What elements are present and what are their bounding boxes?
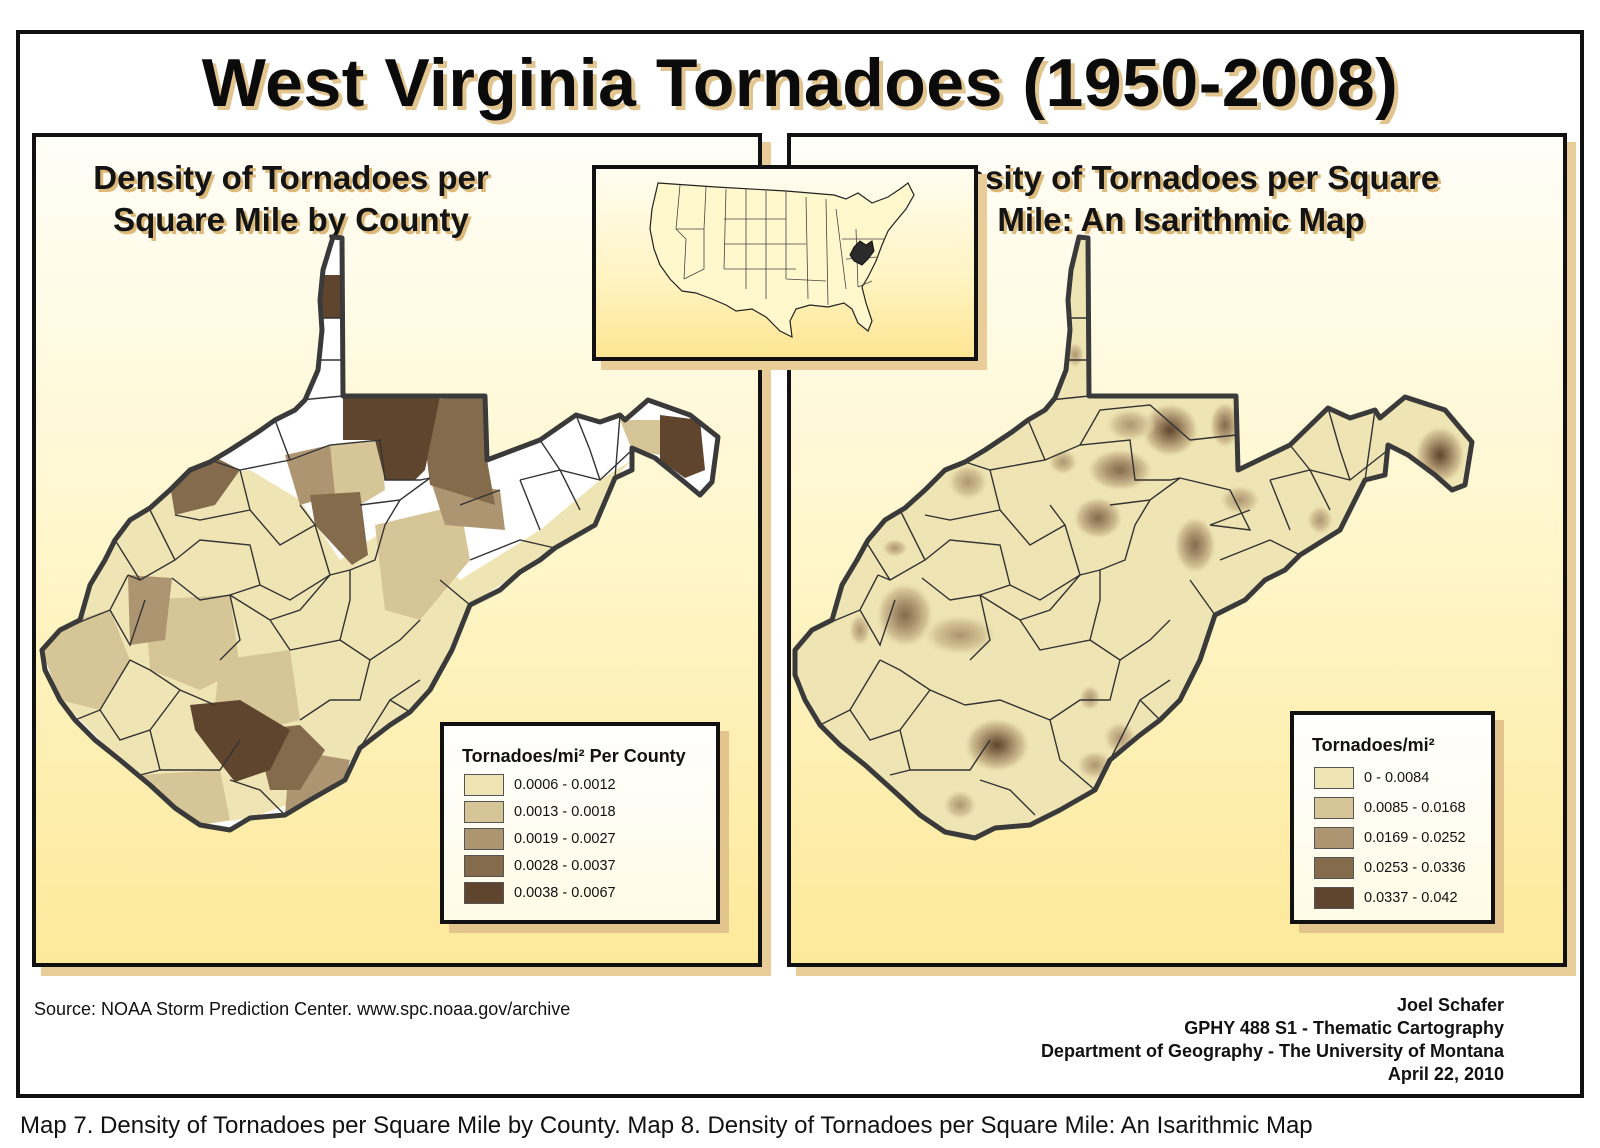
density-hotspot — [1086, 448, 1154, 492]
legend-swatch — [464, 828, 504, 850]
county-class2-region — [330, 440, 385, 505]
density-hotspot — [875, 581, 935, 649]
county-class4-region — [170, 452, 240, 515]
legend-swatch — [464, 855, 504, 877]
legend-swatch — [1314, 857, 1354, 879]
density-hotspot — [881, 538, 909, 558]
county-legend-title: Tornadoes/mi² Per County — [462, 746, 686, 766]
density-hotspot — [920, 613, 1000, 657]
county-map-title: Density of Tornadoes per Square Mile by … — [56, 157, 526, 241]
isarithmic-map-title: Density of Tornadoes per Square Mile: An… — [791, 157, 1571, 241]
credit-department: Department of Geography - The University… — [1040, 1041, 1504, 1061]
county-class3-region — [285, 445, 335, 505]
legend-swatch — [1314, 827, 1354, 849]
county-class2-region — [375, 505, 470, 620]
isarithmic-legend-title: Tornadoes/mi² — [1312, 735, 1435, 755]
legend-swatch — [1314, 767, 1354, 789]
legend-label: 0.0085 - 0.0168 — [1364, 800, 1466, 816]
county-class5-region — [343, 396, 440, 480]
credit-course: GPHY 488 S1 - Thematic Cartography — [1184, 1018, 1504, 1038]
legend-label: 0 - 0.0084 — [1364, 770, 1430, 786]
density-hotspot — [1104, 407, 1156, 443]
credit-author: Joel Schafer — [1396, 995, 1504, 1015]
county-boundaries — [59, 317, 633, 816]
legend-row: 0 - 0.0084 — [1314, 767, 1429, 789]
density-hotspot — [1140, 402, 1200, 458]
us-locator-map — [649, 182, 915, 339]
legend-swatch — [464, 882, 504, 904]
legend-label: 0.0253 - 0.0336 — [1364, 860, 1466, 876]
county-map-title-line2: Square Mile by County — [113, 201, 469, 238]
us-locator-inset — [592, 165, 978, 361]
legend-swatch — [1314, 797, 1354, 819]
isarithmic-legend: Tornadoes/mi² 0 - 0.0084 0.0085 - 0.0168… — [1290, 711, 1495, 924]
legend-row: 0.0013 - 0.0018 — [464, 801, 616, 823]
county-class4-region — [420, 396, 495, 505]
county-class5-region — [320, 275, 342, 318]
west-virginia-highlight — [849, 240, 875, 266]
legend-row: 0.0085 - 0.0168 — [1314, 797, 1466, 819]
legend-label: 0.0013 - 0.0018 — [514, 804, 616, 820]
density-hotspot — [848, 612, 872, 648]
density-hotspot — [1218, 484, 1262, 516]
density-hotspot — [1414, 425, 1466, 485]
county-boundaries — [811, 317, 1389, 816]
county-class5-region — [660, 415, 705, 478]
county-legend: Tornadoes/mi² Per County 0.0006 - 0.0012… — [440, 722, 720, 924]
county-class2-region — [145, 595, 240, 690]
credit-date: April 22, 2010 — [1387, 1064, 1504, 1084]
legend-swatch — [464, 801, 504, 823]
main-title: West Virginia Tornadoes (1950-2008) — [201, 45, 1399, 121]
figure-caption: Map 7. Density of Tornadoes per Square M… — [20, 1112, 1313, 1139]
data-source: Source: NOAA Storm Prediction Center. ww… — [34, 999, 571, 1019]
county-class3-region — [128, 575, 172, 645]
legend-label: 0.0028 - 0.0037 — [514, 858, 616, 874]
density-hotspot — [1078, 684, 1102, 712]
legend-swatch — [1314, 887, 1354, 909]
density-hotspot — [1072, 496, 1124, 540]
legend-row: 0.0038 - 0.0067 — [464, 882, 616, 904]
legend-row: 0.0253 - 0.0336 — [1314, 857, 1466, 879]
county-class4-region — [310, 492, 368, 565]
legend-row: 0.0337 - 0.042 — [1314, 887, 1458, 909]
us-outline — [649, 182, 915, 339]
legend-row: 0.0028 - 0.0037 — [464, 855, 616, 877]
county-map-title-line1: Density of Tornadoes per — [93, 159, 489, 196]
density-hotspot — [963, 717, 1031, 773]
county-class2-region — [140, 770, 230, 825]
legend-label: 0.0337 - 0.042 — [1364, 890, 1458, 906]
county-class2-region — [42, 610, 130, 710]
legend-row: 0.0019 - 0.0027 — [464, 828, 616, 850]
legend-row: 0.0169 - 0.0252 — [1314, 827, 1466, 849]
isarithmic-map-title-line2: Mile: An Isarithmic Map — [997, 201, 1365, 238]
legend-label: 0.0038 - 0.0067 — [514, 885, 616, 901]
legend-row: 0.0006 - 0.0012 — [464, 774, 616, 796]
density-hotspot — [1306, 504, 1334, 536]
density-hotspot — [1173, 515, 1217, 575]
legend-swatch — [464, 774, 504, 796]
density-hotspot — [946, 462, 990, 502]
density-hotspot — [942, 789, 978, 821]
map-credits: Joel Schafer GPHY 488 S1 - Thematic Cart… — [1041, 994, 1504, 1086]
isarithmic-map-title-line1: Density of Tornadoes per Square — [922, 159, 1440, 196]
legend-label: 0.0019 - 0.0027 — [514, 831, 616, 847]
county-class1-region — [42, 460, 632, 825]
legend-label: 0.0169 - 0.0252 — [1364, 830, 1466, 846]
legend-label: 0.0006 - 0.0012 — [514, 777, 616, 793]
county-class2-region — [620, 420, 660, 455]
